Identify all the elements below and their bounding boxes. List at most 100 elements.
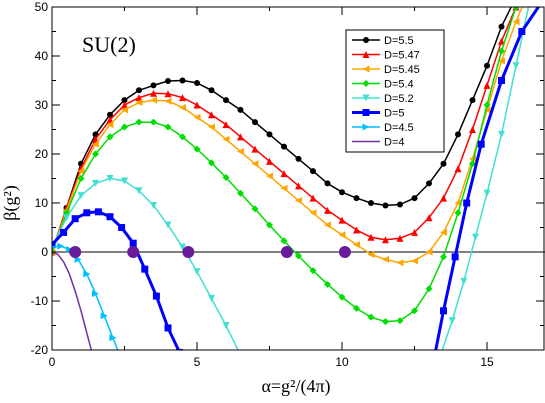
data-point-d-5-45 xyxy=(135,99,143,107)
data-point-d-5 xyxy=(451,253,459,261)
data-point-d-5-5 xyxy=(397,201,403,208)
data-point-d-5-5 xyxy=(266,131,273,138)
series-line-d-4 xyxy=(52,251,93,350)
series-line-d-5-5 xyxy=(52,7,513,253)
data-point-d-5 xyxy=(118,224,126,231)
data-point-d-5-2 xyxy=(77,192,85,200)
data-point-d-5-47 xyxy=(208,111,215,119)
data-point-d-5-4 xyxy=(208,159,215,167)
series-d-5 xyxy=(52,208,184,350)
data-point-d-5-47 xyxy=(280,170,288,178)
data-point-d-5 xyxy=(440,307,447,315)
legend-entry-d-4: D=4 xyxy=(352,137,405,149)
data-point-d-5-47 xyxy=(367,233,375,241)
legend-marker xyxy=(362,51,370,58)
data-point-d-5-4 xyxy=(106,133,114,141)
data-point-d-5-47 xyxy=(425,214,433,222)
data-point-d-5-45 xyxy=(353,241,360,249)
data-point-d-5-5 xyxy=(324,180,331,187)
data-point-d-5-45 xyxy=(222,135,230,143)
data-point-d-5-45 xyxy=(208,123,215,131)
data-point-d-5-47 xyxy=(193,101,201,109)
y-tick-label: 30 xyxy=(35,98,49,112)
y-tick-label: -20 xyxy=(31,343,49,357)
legend-marker xyxy=(362,80,370,87)
data-point-d-5-45 xyxy=(280,184,288,192)
data-point-d-5-47 xyxy=(498,37,505,45)
legend-marker xyxy=(363,37,369,43)
data-point-d-5-45 xyxy=(106,121,114,129)
zero-crossing-point xyxy=(127,246,140,258)
series-line-d-5 xyxy=(434,7,541,350)
data-point-d-5-2 xyxy=(179,243,186,251)
data-point-d-5-5 xyxy=(455,131,461,138)
data-point-d-5-5 xyxy=(208,87,215,94)
data-point-d-4-5 xyxy=(109,334,117,342)
data-point-d-5 xyxy=(518,28,526,35)
series-line-d-5-47 xyxy=(52,7,517,253)
data-point-d-5-2 xyxy=(92,179,99,187)
data-point-d-5-4 xyxy=(92,150,99,158)
data-point-d-5-47 xyxy=(135,94,143,102)
data-point-d-5 xyxy=(94,208,102,216)
data-point-d-5-5 xyxy=(223,97,229,104)
data-point-d-5-4 xyxy=(237,189,244,197)
data-point-d-5-2 xyxy=(237,351,244,358)
data-point-d-5-4 xyxy=(280,237,288,245)
data-point-d-5-4 xyxy=(469,160,476,168)
data-point-d-5-5 xyxy=(107,111,113,118)
data-point-d-5-5 xyxy=(150,82,157,89)
data-point-d-5-47 xyxy=(396,234,404,242)
data-point-d-5-5 xyxy=(281,143,287,150)
y-axis-title-text: β(g²) xyxy=(0,185,21,221)
data-point-d-5-45 xyxy=(251,160,259,168)
data-point-d-5-5 xyxy=(382,202,389,209)
data-point-d-5-2 xyxy=(483,189,491,197)
data-point-d-5-4 xyxy=(396,317,404,325)
legend-entry-d-5-2: D=5.2 xyxy=(352,93,414,105)
data-point-d-5-4 xyxy=(324,280,331,288)
data-point-d-5-45 xyxy=(367,250,375,258)
legend-marker xyxy=(362,109,370,116)
data-point-d-5 xyxy=(152,292,160,300)
series-d-5-47 xyxy=(52,7,520,256)
zero-crossings xyxy=(69,246,351,258)
data-point-d-5-47 xyxy=(237,133,244,141)
data-point-d-5-4 xyxy=(121,123,128,131)
x-tick-label: 15 xyxy=(480,355,494,369)
data-point-d-5-2 xyxy=(448,317,456,325)
data-point-d-5-2 xyxy=(106,175,114,182)
data-point-d-5-5 xyxy=(484,62,490,69)
data-point-d-5-47 xyxy=(179,94,186,102)
data-point-d-5-45 xyxy=(498,57,505,65)
data-point-d-5-4 xyxy=(411,307,418,315)
legend-box xyxy=(345,29,445,153)
data-point-d-5-5 xyxy=(339,189,345,196)
data-point-d-5-2 xyxy=(135,187,143,195)
data-point-d-5-5 xyxy=(469,97,476,104)
data-point-d-5-5 xyxy=(353,195,360,202)
x-axis-title-text: α=g²/(4π) xyxy=(261,376,330,397)
chart-title: SU(2) xyxy=(82,32,136,57)
data-point-d-5-47 xyxy=(150,89,157,97)
data-point-d-5 xyxy=(498,77,505,84)
x-axis-title: α=g²/(4π) xyxy=(261,376,330,397)
data-point-d-5-4 xyxy=(454,209,462,217)
data-point-d-5 xyxy=(542,0,545,1)
data-point-d-5-47 xyxy=(469,126,476,133)
series-d-5 xyxy=(431,0,545,358)
data-point-d-5-5 xyxy=(426,180,432,187)
series-line-d-4-5 xyxy=(52,245,119,350)
data-point-d-5-4 xyxy=(77,175,85,182)
data-point-d-5-47 xyxy=(106,116,114,124)
zero-crossing-point xyxy=(338,246,351,258)
data-point-d-5-4 xyxy=(222,174,230,182)
data-point-d-4-5 xyxy=(57,242,65,250)
data-point-d-5-45 xyxy=(237,148,244,156)
data-point-d-5 xyxy=(431,351,438,358)
x-tick-label: 10 xyxy=(335,355,349,369)
legend-label: D=5 xyxy=(384,108,405,120)
x-tick-label: 0 xyxy=(49,355,56,369)
data-point-d-5-4 xyxy=(440,253,447,261)
data-point-d-5-45 xyxy=(396,259,404,267)
